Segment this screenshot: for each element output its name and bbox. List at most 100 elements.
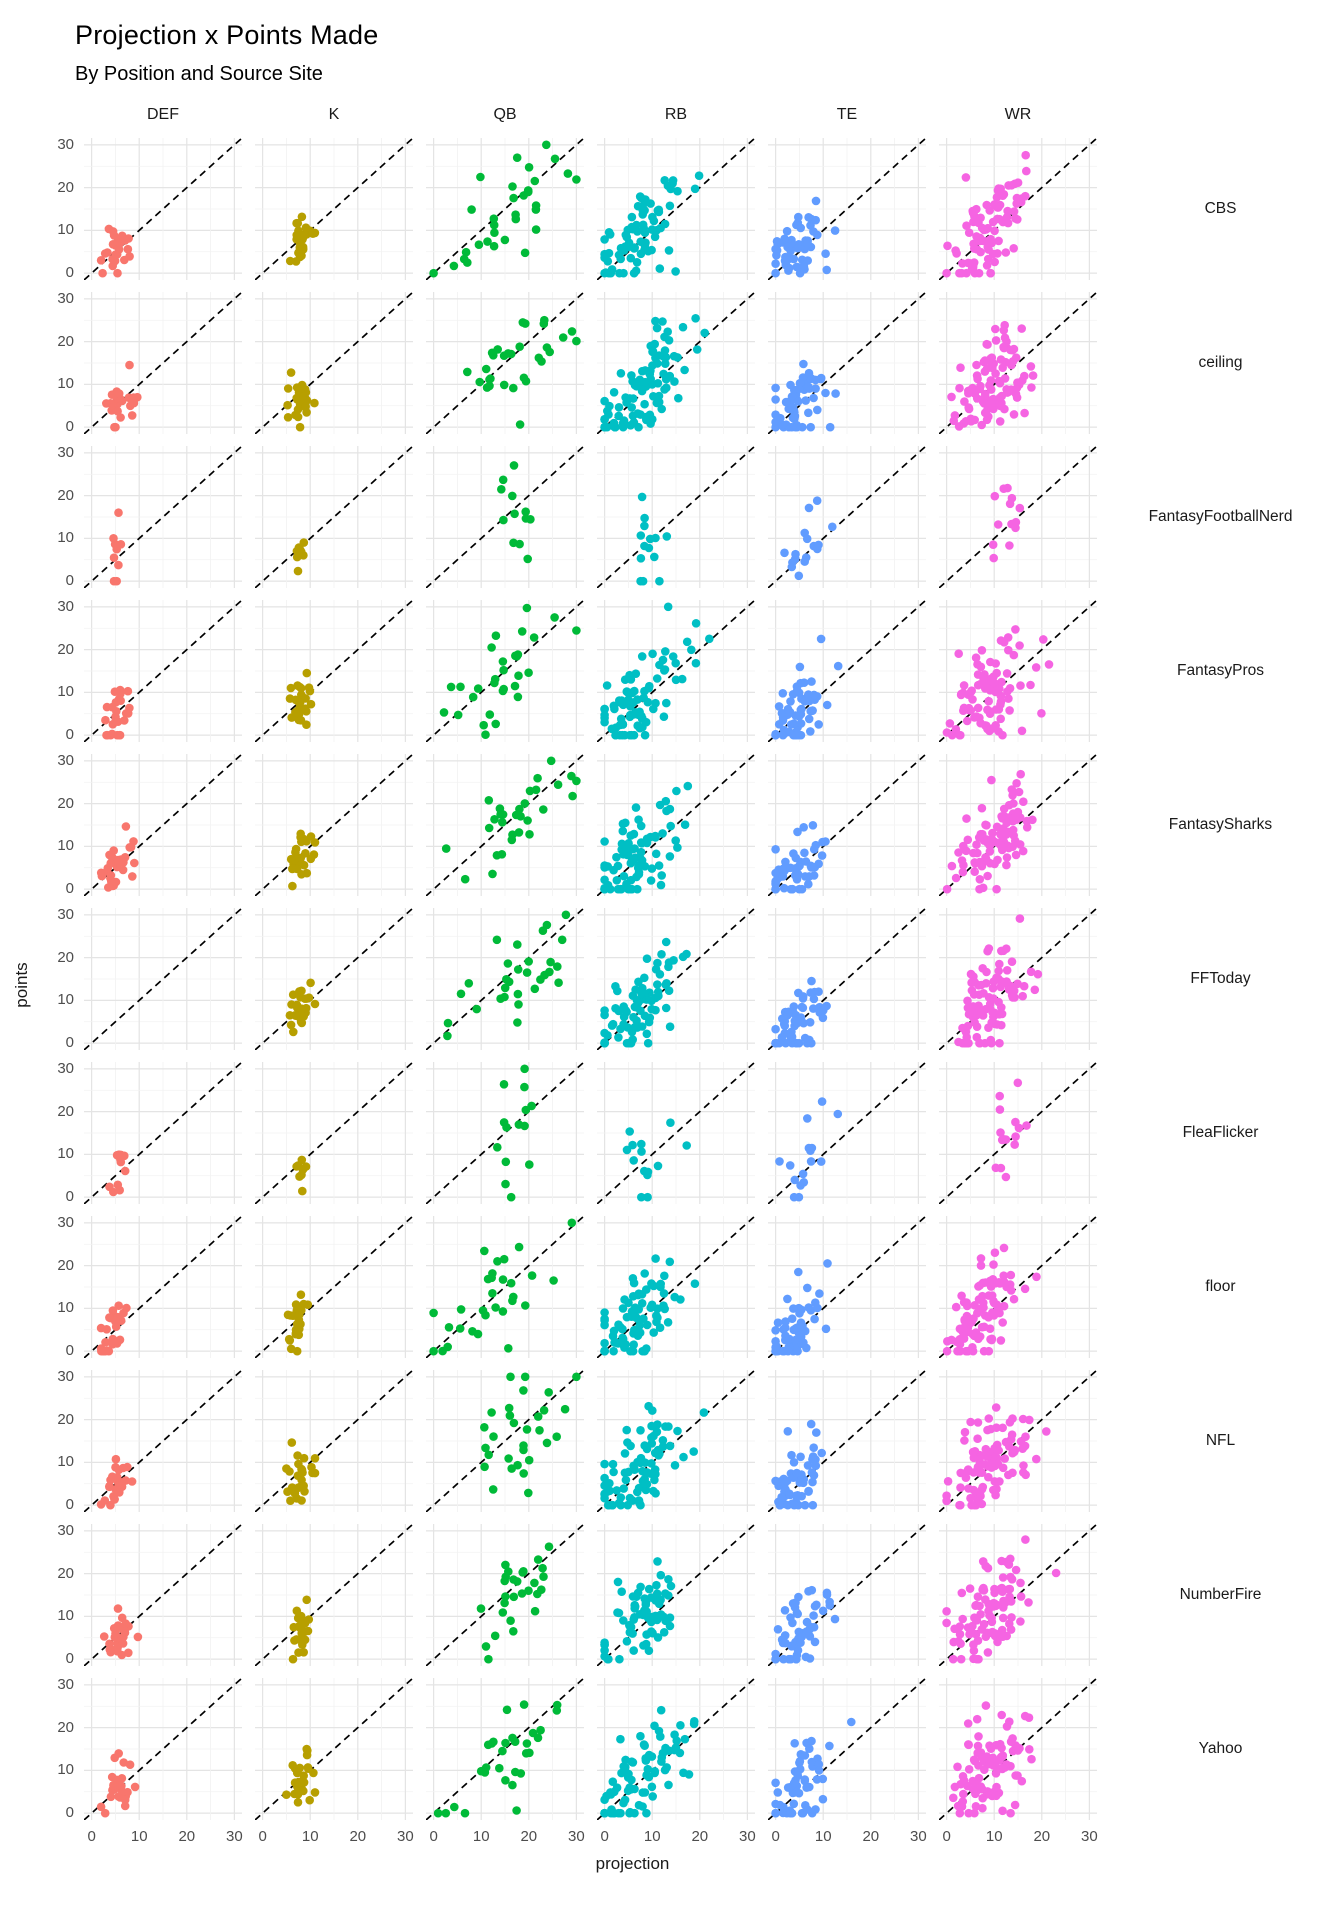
- facet-panel-FantasySharks-K: [255, 754, 413, 896]
- data-point: [621, 1006, 630, 1015]
- data-point: [974, 833, 984, 842]
- data-point: [1002, 860, 1011, 870]
- facet-plot-NFL-RB: [597, 1370, 755, 1512]
- data-point: [989, 1298, 999, 1308]
- data-point: [986, 1282, 996, 1291]
- data-point: [655, 264, 665, 273]
- data-point: [797, 1305, 806, 1315]
- data-point: [811, 1461, 821, 1470]
- data-point: [539, 319, 549, 328]
- data-point: [989, 1598, 998, 1608]
- data-point: [705, 634, 714, 644]
- data-point: [1015, 840, 1025, 849]
- facet-plot-NumberFire-DEF: [84, 1524, 242, 1666]
- data-point: [572, 1372, 581, 1382]
- data-point: [630, 1002, 640, 1012]
- data-point: [645, 534, 655, 544]
- data-point: [990, 1444, 999, 1453]
- data-point: [806, 1157, 816, 1166]
- data-point: [113, 1643, 122, 1653]
- data-point: [480, 1768, 490, 1777]
- facet-plot-Yahoo-QB: [426, 1678, 584, 1820]
- data-point: [982, 1448, 991, 1458]
- y-tick-label: 20: [57, 948, 74, 966]
- x-tick-label: 10: [643, 1828, 661, 1845]
- data-point: [996, 697, 1006, 706]
- data-point: [790, 1175, 800, 1185]
- data-point: [625, 1622, 635, 1631]
- data-point: [700, 328, 709, 338]
- data-point: [295, 682, 305, 692]
- data-point: [1016, 1617, 1025, 1626]
- data-point: [777, 1492, 786, 1502]
- data-point: [991, 369, 1000, 378]
- y-tick-label: 30: [57, 1213, 74, 1231]
- data-point: [1009, 814, 1018, 823]
- data-point: [661, 359, 670, 368]
- data-point: [1051, 1568, 1061, 1578]
- data-point: [959, 1776, 969, 1785]
- data-point: [623, 1786, 633, 1795]
- facet-panel-NumberFire-DEF: [84, 1524, 242, 1666]
- facet-panel-FFToday-WR: [939, 908, 1097, 1050]
- data-point: [830, 226, 840, 235]
- data-point: [510, 1737, 520, 1746]
- facet-plot-Yahoo-WR: [939, 1678, 1097, 1820]
- data-point: [775, 1157, 784, 1166]
- data-point: [649, 704, 658, 714]
- data-point: [665, 1022, 675, 1031]
- data-point: [130, 1782, 140, 1792]
- data-point: [519, 373, 529, 383]
- data-point: [956, 690, 966, 700]
- data-point: [654, 991, 663, 1001]
- data-point: [798, 992, 808, 1001]
- column-header-K: K: [328, 106, 340, 123]
- data-point: [662, 806, 671, 816]
- facet-plot-NumberFire-TE: [768, 1524, 926, 1666]
- y-tick-label: 20: [57, 1718, 74, 1736]
- data-point: [640, 1269, 649, 1278]
- facet-panel-FFToday-RB: [597, 908, 755, 1050]
- data-point: [959, 703, 969, 713]
- data-point: [966, 1417, 975, 1427]
- data-point: [520, 799, 530, 808]
- data-point: [669, 956, 678, 965]
- data-point: [289, 1027, 298, 1037]
- data-point: [819, 1006, 828, 1015]
- data-point: [971, 653, 981, 662]
- facet-plot-FantasyFootballNerd-WR: [939, 446, 1097, 588]
- data-point: [291, 708, 300, 717]
- data-point: [1013, 1771, 1022, 1780]
- data-point: [481, 1642, 491, 1651]
- data-point: [530, 1578, 539, 1588]
- data-point: [690, 1717, 699, 1726]
- data-point: [661, 647, 670, 656]
- data-point: [795, 1757, 805, 1766]
- x-tick-label: 30: [1081, 1828, 1098, 1845]
- data-point: [653, 958, 662, 968]
- y-tick-label: 0: [65, 1650, 74, 1668]
- data-point: [657, 950, 666, 959]
- y-tick-label: 10: [57, 221, 74, 239]
- data-point: [608, 1777, 618, 1786]
- data-point: [297, 1155, 307, 1165]
- data-point: [1022, 166, 1031, 176]
- facet-panel-CBS-TE: [768, 138, 926, 280]
- data-point: [297, 986, 306, 996]
- data-point: [292, 1319, 302, 1329]
- facet-panel-FleaFlicker-WR: [939, 1062, 1097, 1204]
- facet-plot-FantasySharks-DEF: [84, 754, 242, 896]
- data-point: [794, 1038, 804, 1048]
- column-header-row: DEF K QB RB TE WR: [0, 104, 1344, 130]
- data-point: [1004, 645, 1013, 655]
- data-point: [775, 1800, 785, 1810]
- data-point: [997, 946, 1006, 956]
- data-point: [809, 1471, 819, 1480]
- facet-plot-FantasySharks-WR: [939, 754, 1097, 896]
- facet-panel-Yahoo-WR: [939, 1678, 1097, 1820]
- data-point: [801, 396, 810, 405]
- data-point: [804, 872, 813, 882]
- data-point: [608, 1500, 617, 1510]
- x-tick-label: 0: [429, 1828, 438, 1845]
- data-point: [642, 954, 652, 963]
